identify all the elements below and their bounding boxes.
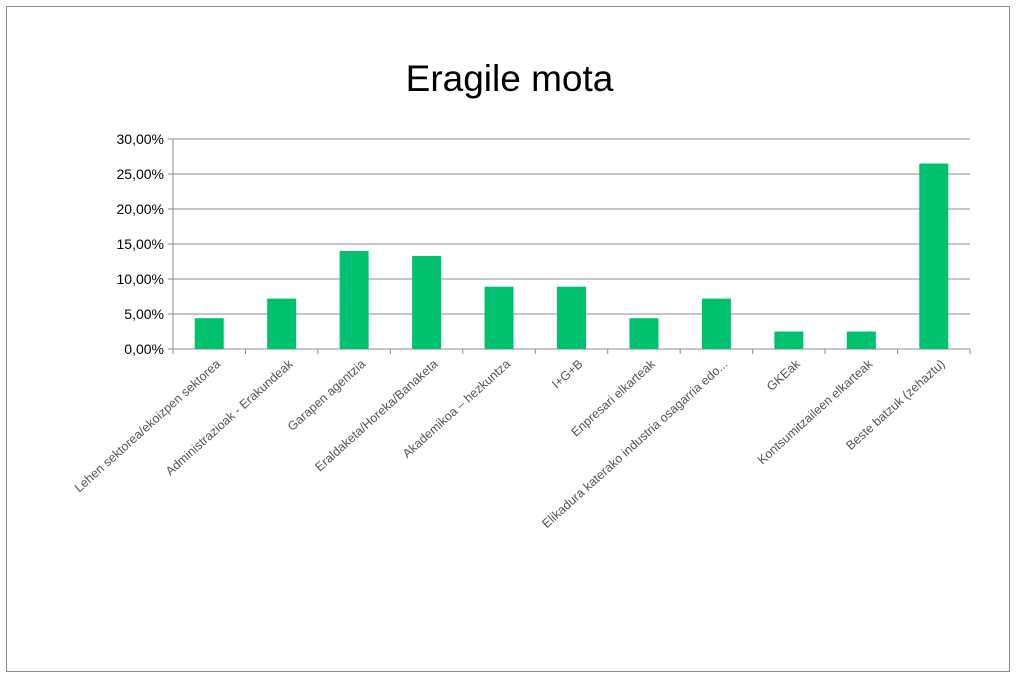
bar (267, 298, 297, 349)
x-tick-label: I+G+B (549, 357, 585, 392)
y-tick-label: 5,00% (124, 306, 164, 322)
bar (919, 163, 949, 349)
x-tick-label: GKEak (764, 356, 803, 393)
bar (412, 255, 442, 349)
y-tick-label: 25,00% (117, 166, 164, 182)
x-tick-label: Kontsumitzaileen elkarteak (755, 356, 876, 467)
y-tick-label: 10,00% (117, 271, 164, 287)
y-tick-label: 15,00% (117, 236, 164, 252)
x-tick-label: Lehen sektorea/ekoizpen sektorea (72, 357, 223, 495)
y-tick-label: 30,00% (117, 131, 164, 147)
x-tick-label: Garapen agentzia (285, 357, 368, 434)
bar (701, 298, 731, 349)
bar (846, 331, 876, 349)
bar (629, 318, 659, 349)
x-tick-label: Administrazioak - Erakundeak (163, 356, 296, 478)
bar (194, 318, 224, 349)
x-tick-label: Eraldaketa/Horeka/Banaketa (312, 357, 440, 474)
y-tick-label: 20,00% (117, 201, 164, 217)
chart-title: Eragile mota (405, 58, 614, 99)
y-tick-label: 0,00% (124, 341, 164, 357)
bar (484, 286, 514, 349)
bar (774, 331, 804, 349)
bar (557, 286, 586, 349)
bar (339, 251, 369, 349)
